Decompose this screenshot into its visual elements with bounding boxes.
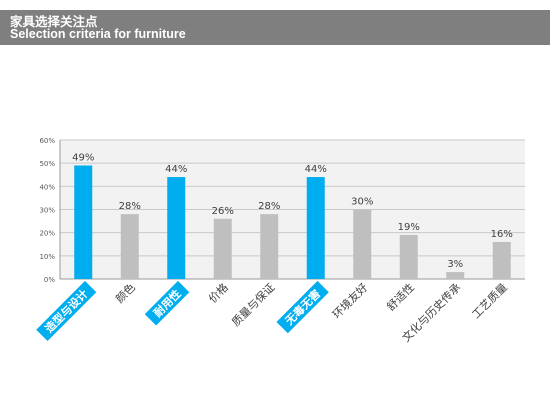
bar (167, 177, 186, 279)
data-label: 28% (258, 201, 280, 212)
y-tick-label: 0% (44, 276, 55, 284)
data-label: 3% (447, 259, 463, 270)
data-label: 28% (119, 201, 141, 212)
category-label: 工艺质量 (470, 281, 510, 321)
title-english: Selection criteria for furniture (10, 27, 186, 41)
title-chinese: 家具选择关注点 (10, 14, 98, 29)
category-label-highlighted: 耐用性 (144, 280, 190, 326)
data-label: 44% (305, 164, 327, 175)
category-label: 价格 (205, 280, 230, 305)
category-label-highlighted: 造型与设计 (36, 280, 97, 342)
category-label: 质量与保证 (229, 280, 278, 329)
y-tick-label: 50% (39, 160, 55, 168)
bar (120, 214, 139, 279)
category-label: 无毒无害 (281, 287, 323, 329)
category-label-bg (36, 280, 97, 342)
y-tick-label: 60% (39, 137, 55, 145)
bar (260, 214, 279, 279)
data-label: 44% (165, 164, 187, 175)
y-tick-label: 30% (39, 207, 55, 215)
category-label: 环境友好 (329, 280, 370, 321)
bar (492, 241, 511, 279)
bar (446, 272, 465, 279)
data-label: 30% (351, 197, 373, 208)
title-banner: 家具选择关注点 Selection criteria for furniture (0, 10, 550, 45)
data-label: 26% (212, 206, 234, 217)
data-label: 49% (72, 152, 94, 163)
bar (399, 234, 418, 279)
category-label: 颜色 (112, 280, 137, 305)
bar (213, 218, 232, 279)
y-tick-label: 20% (39, 230, 55, 238)
category-label-highlighted: 无毒无害 (276, 280, 329, 334)
category-label: 耐用性 (150, 287, 183, 320)
category-label: 造型与设计 (42, 287, 91, 336)
category-label-bg (144, 280, 190, 326)
category-label: 舒适性 (384, 280, 417, 313)
bar (306, 177, 325, 279)
y-tick-label: 40% (39, 183, 55, 191)
data-label: 19% (398, 222, 420, 233)
bar (74, 165, 93, 279)
category-label-bg (276, 280, 329, 334)
y-tick-label: 10% (39, 253, 55, 261)
data-label: 16% (491, 229, 513, 240)
bar (353, 209, 372, 279)
